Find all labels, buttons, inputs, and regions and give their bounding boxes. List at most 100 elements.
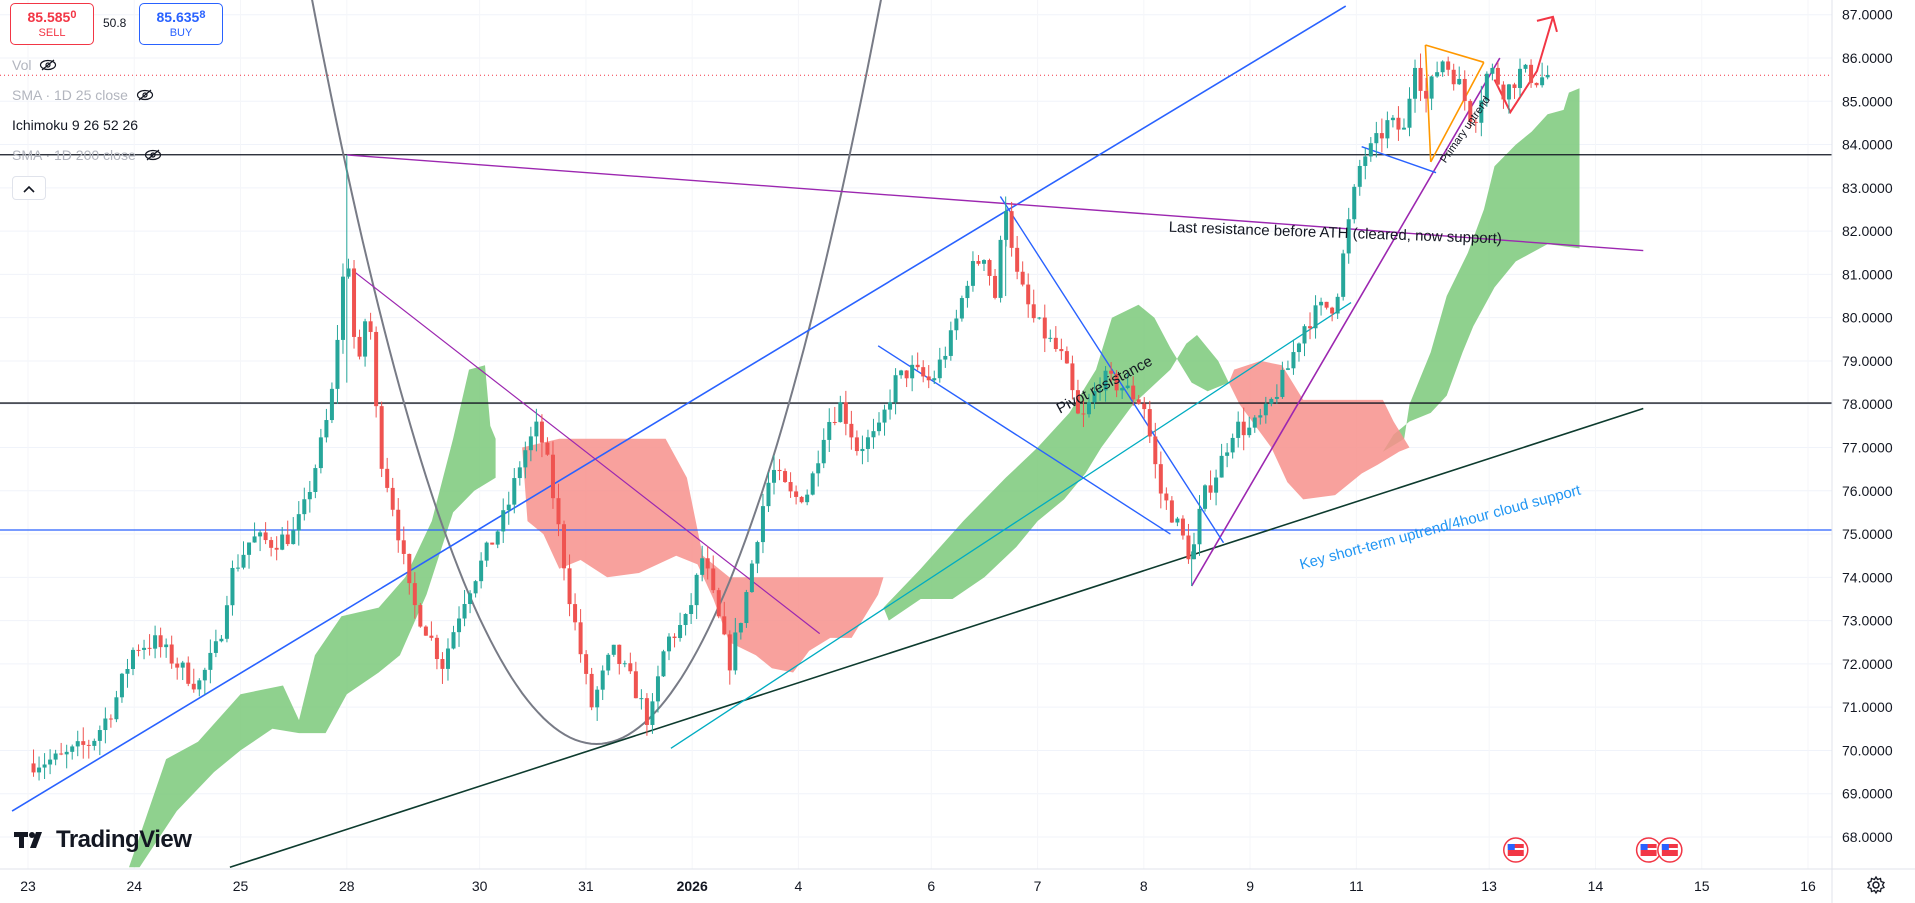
candle-body	[573, 604, 578, 623]
x-tick-label: 24	[126, 878, 142, 894]
candle-body	[639, 698, 644, 700]
x-tick-label: 9	[1246, 878, 1254, 894]
candle-body	[1379, 133, 1384, 139]
candle-body	[1484, 73, 1489, 101]
candle-body	[385, 468, 390, 488]
collapse-legend-button[interactable]	[12, 176, 46, 200]
x-tick-label: 28	[339, 878, 355, 894]
candle-body	[158, 635, 163, 648]
candle-body	[1042, 317, 1047, 339]
candle-body	[650, 701, 655, 725]
candle-body	[1374, 133, 1379, 144]
y-tick-label: 70.0000	[1842, 742, 1893, 758]
cloud-bearish	[522, 438, 884, 673]
trendline	[346, 154, 1644, 252]
candle-body	[921, 367, 926, 377]
candle-body	[816, 463, 821, 474]
candle-body	[1540, 77, 1545, 86]
tradingview-logo[interactable]: TradingView	[14, 826, 192, 854]
candle-body	[1308, 326, 1313, 329]
candle-body	[534, 421, 539, 437]
candle-body	[959, 298, 964, 319]
candle-body	[506, 504, 511, 511]
eye-hidden-icon[interactable]	[39, 59, 57, 71]
legend-sma200[interactable]: SMA · 1D 200 close	[12, 147, 162, 163]
buy-button[interactable]: 85.6358 BUY	[139, 3, 223, 45]
candle-body	[1534, 82, 1539, 86]
time-axis[interactable]: 23 24 25 28 30 31 2026 4 6 7 8 9 11 13 14 15 16	[0, 868, 1915, 894]
price-axis[interactable]: 68.0000 69.0000 70.0000 71.0000 72.0000 73.00…	[1831, 0, 1915, 903]
x-tick-label: 23	[20, 878, 36, 894]
legend-sma25[interactable]: SMA · 1D 25 close	[12, 87, 154, 103]
candle-body	[1092, 390, 1097, 403]
candle-body	[567, 568, 572, 605]
candle-body	[1296, 343, 1301, 353]
candle-body	[97, 730, 102, 741]
y-tick-label: 69.0000	[1842, 786, 1893, 802]
candle-body	[1169, 500, 1174, 523]
candle-body	[1418, 67, 1423, 91]
candle-body	[1313, 305, 1318, 329]
candle-body	[1413, 67, 1418, 99]
us-flag-event-icon[interactable]	[1503, 837, 1529, 863]
sell-label: SELL	[38, 27, 66, 39]
trendlines	[11, 0, 1644, 869]
spread-value: 50.8	[103, 16, 127, 30]
candle-body	[53, 753, 58, 760]
candle-body	[976, 261, 981, 264]
candle-body	[965, 285, 970, 299]
candle-body	[871, 431, 876, 438]
candle-body	[904, 370, 909, 379]
candle-body	[1352, 186, 1357, 220]
candle-body	[644, 698, 649, 725]
candle-body	[1059, 349, 1064, 352]
y-tick-label: 79.0000	[1842, 353, 1893, 369]
candle-body	[1274, 396, 1279, 399]
candle-body	[805, 494, 810, 503]
candle-body	[1241, 421, 1246, 436]
us-flag-event-icon[interactable]	[1657, 837, 1683, 863]
settings-gear-icon[interactable]	[1866, 875, 1886, 895]
candle-body	[1335, 296, 1340, 314]
candle-body	[937, 359, 942, 379]
candle-body	[849, 423, 854, 438]
candle-body	[390, 487, 395, 510]
candle-body	[1429, 76, 1434, 99]
candle-body	[335, 339, 340, 389]
candle-body	[48, 759, 53, 765]
sell-price: 85.5850	[27, 9, 77, 25]
candle-body	[1396, 117, 1401, 130]
eye-hidden-icon[interactable]	[136, 89, 154, 101]
candle-body	[678, 625, 683, 639]
candle-body	[313, 468, 318, 492]
candle-body	[1529, 64, 1534, 83]
chevron-up-icon	[23, 185, 35, 193]
chart-annotation: Key short-term uptrend/4hour cloud suppo…	[1298, 482, 1583, 574]
x-tick-label: 8	[1140, 878, 1148, 894]
candle-body	[1026, 284, 1031, 305]
candle-body	[429, 635, 434, 638]
legend-vol[interactable]: Vol	[12, 57, 57, 73]
sell-button[interactable]: 85.5850 SELL	[10, 3, 94, 45]
candle-body	[147, 647, 152, 649]
candle-body	[987, 260, 992, 276]
us-flag-event-icon[interactable]	[1635, 837, 1662, 863]
candle-body	[622, 663, 627, 665]
candle-body	[357, 336, 362, 357]
y-tick-label: 86.0000	[1842, 50, 1893, 66]
candle-body	[595, 689, 600, 708]
legend-ichimoku[interactable]: Ichimoku 9 26 52 26	[12, 117, 138, 133]
y-tick-label: 74.0000	[1842, 569, 1893, 585]
candle-body	[1225, 452, 1230, 456]
eye-hidden-icon[interactable]	[144, 149, 162, 161]
candle-body	[1280, 369, 1285, 397]
candle-body	[1385, 120, 1390, 139]
candle-body	[1075, 390, 1080, 414]
x-tick-label: 2026	[677, 878, 708, 894]
x-tick-label: 11	[1349, 878, 1364, 894]
candle-body	[247, 542, 252, 555]
x-tick-label: 13	[1481, 878, 1497, 894]
candle-body	[1219, 455, 1224, 478]
candle-body	[213, 641, 218, 653]
